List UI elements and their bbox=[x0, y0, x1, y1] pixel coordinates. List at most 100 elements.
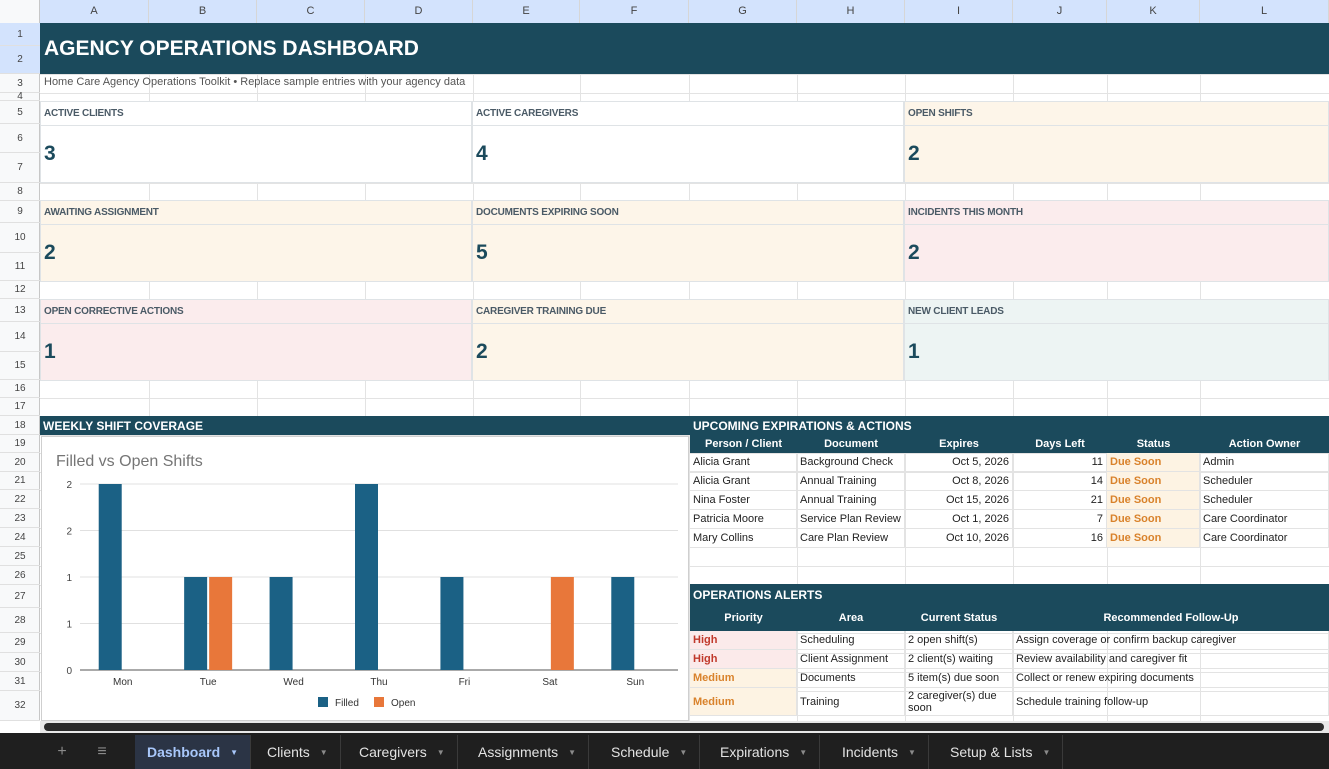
row-header-27[interactable]: 27 bbox=[0, 585, 40, 608]
tab-setup-lists[interactable]: Setup & Lists ▼ bbox=[938, 735, 1064, 769]
row-header-21[interactable]: 21 bbox=[0, 472, 40, 490]
row-header-7[interactable]: 7 bbox=[0, 153, 40, 183]
table-cell[interactable]: Schedule training follow-up bbox=[1013, 688, 1329, 715]
column-header-l[interactable]: L bbox=[1200, 0, 1329, 23]
row-header-6[interactable]: 6 bbox=[0, 124, 40, 153]
column-header[interactable]: Expires bbox=[939, 437, 979, 450]
table-cell[interactable]: 11 bbox=[1013, 453, 1107, 471]
table-cell[interactable]: Annual Training bbox=[797, 491, 905, 509]
row-header-19[interactable]: 19 bbox=[0, 435, 40, 453]
table-cell[interactable]: 14 bbox=[1013, 472, 1107, 490]
tab-dashboard[interactable]: Dashboard ▼ bbox=[135, 735, 252, 769]
table-cell[interactable]: Scheduler bbox=[1200, 472, 1329, 490]
select-all-corner[interactable] bbox=[0, 0, 40, 23]
row-header-14[interactable]: 14 bbox=[0, 322, 40, 352]
row-header-22[interactable]: 22 bbox=[0, 490, 40, 509]
row-header-23[interactable]: 23 bbox=[0, 509, 40, 528]
row-header-1[interactable]: 1 bbox=[0, 23, 40, 46]
row-header-9[interactable]: 9 bbox=[0, 201, 40, 223]
table-cell[interactable]: 2 client(s) waiting bbox=[905, 650, 1013, 668]
column-header[interactable]: Status bbox=[1136, 437, 1171, 450]
column-header-i[interactable]: I bbox=[905, 0, 1013, 23]
table-cell[interactable]: Background Check bbox=[797, 453, 905, 471]
row-header-17[interactable]: 17 bbox=[0, 398, 40, 416]
column-header-d[interactable]: D bbox=[365, 0, 473, 23]
chevron-down-icon[interactable]: ▼ bbox=[230, 747, 239, 757]
table-cell[interactable]: Due Soon bbox=[1107, 510, 1200, 528]
table-cell[interactable]: Oct 10, 2026 bbox=[905, 529, 1013, 547]
table-cell[interactable]: High bbox=[690, 650, 797, 668]
table-cell[interactable]: Scheduler bbox=[1200, 491, 1329, 509]
table-cell[interactable]: 2 caregiver(s) due soon bbox=[905, 688, 1013, 715]
row-header-3[interactable]: 3 bbox=[0, 74, 40, 93]
table-cell[interactable]: Medium bbox=[690, 688, 797, 715]
row-header-26[interactable]: 26 bbox=[0, 566, 40, 585]
table-cell[interactable]: Assign coverage or confirm backup caregi… bbox=[1013, 631, 1329, 649]
table-cell[interactable]: Oct 8, 2026 bbox=[905, 472, 1013, 490]
table-cell[interactable]: Mary Collins bbox=[690, 529, 797, 547]
table-cell[interactable]: Nina Foster bbox=[690, 491, 797, 509]
column-header[interactable]: Document bbox=[824, 437, 878, 450]
table-cell[interactable]: Due Soon bbox=[1107, 529, 1200, 547]
column-header[interactable]: Priority bbox=[724, 612, 763, 624]
plus-icon[interactable]: + bbox=[57, 743, 67, 760]
table-cell[interactable]: Admin bbox=[1200, 453, 1329, 471]
horizontal-scrollbar[interactable] bbox=[40, 721, 1329, 733]
table-cell[interactable]: Service Plan Review bbox=[797, 510, 905, 528]
row-header-31[interactable]: 31 bbox=[0, 672, 40, 691]
table-cell[interactable]: Collect or renew expiring documents bbox=[1013, 669, 1329, 687]
row-header-5[interactable]: 5 bbox=[0, 101, 40, 124]
chevron-down-icon[interactable]: ▼ bbox=[319, 747, 328, 757]
column-header-h[interactable]: H bbox=[797, 0, 905, 23]
table-cell[interactable]: Patricia Moore bbox=[690, 510, 797, 528]
chevron-down-icon[interactable]: ▼ bbox=[679, 747, 688, 757]
row-header-4[interactable]: 4 bbox=[0, 91, 40, 102]
table-cell[interactable]: Care Plan Review bbox=[797, 529, 905, 547]
column-header-a[interactable]: A bbox=[40, 0, 149, 23]
chevron-down-icon[interactable]: ▼ bbox=[799, 747, 808, 757]
chevron-down-icon[interactable]: ▼ bbox=[436, 747, 445, 757]
row-header-28[interactable]: 28 bbox=[0, 608, 40, 633]
tab-expirations[interactable]: Expirations ▼ bbox=[708, 735, 821, 769]
column-header-c[interactable]: C bbox=[257, 0, 365, 23]
table-cell[interactable]: Client Assignment bbox=[797, 650, 905, 668]
row-header-25[interactable]: 25 bbox=[0, 547, 40, 566]
table-cell[interactable]: Annual Training bbox=[797, 472, 905, 490]
table-cell[interactable]: Review availability and caregiver fit bbox=[1013, 650, 1329, 668]
table-cell[interactable]: Due Soon bbox=[1107, 491, 1200, 509]
chevron-down-icon[interactable]: ▼ bbox=[1042, 747, 1051, 757]
table-cell[interactable]: Scheduling bbox=[797, 631, 905, 649]
row-header-8[interactable]: 8 bbox=[0, 183, 40, 201]
column-header-f[interactable]: F bbox=[580, 0, 689, 23]
row-header-11[interactable]: 11 bbox=[0, 253, 40, 281]
chevron-down-icon[interactable]: ▼ bbox=[908, 747, 916, 757]
column-header-b[interactable]: B bbox=[149, 0, 257, 23]
table-cell[interactable]: Documents bbox=[797, 669, 905, 687]
row-header-12[interactable]: 12 bbox=[0, 281, 40, 299]
table-cell[interactable]: Medium bbox=[690, 669, 797, 687]
table-cell[interactable]: Due Soon bbox=[1107, 453, 1200, 471]
column-header[interactable]: Action Owner bbox=[1228, 437, 1301, 450]
chevron-down-icon[interactable]: ▼ bbox=[568, 747, 577, 757]
row-header-24[interactable]: 24 bbox=[0, 528, 40, 547]
scrollbar-thumb[interactable] bbox=[44, 723, 1324, 731]
table-cell[interactable]: Alicia Grant bbox=[690, 472, 797, 490]
column-header-j[interactable]: J bbox=[1013, 0, 1107, 23]
column-header[interactable]: Days Left bbox=[1035, 437, 1085, 450]
row-header-15[interactable]: 15 bbox=[0, 352, 40, 380]
tab-schedule[interactable]: Schedule ▼ bbox=[599, 735, 701, 769]
column-header[interactable]: Recommended Follow-Up bbox=[1103, 612, 1239, 624]
row-header-13[interactable]: 13 bbox=[0, 299, 40, 322]
table-cell[interactable]: Alicia Grant bbox=[690, 453, 797, 471]
table-cell[interactable]: 2 open shift(s) bbox=[905, 631, 1013, 649]
column-header[interactable]: Current Status bbox=[920, 612, 998, 624]
shift-coverage-chart[interactable]: Filled vs Open Shifts 2 2 1 1 0 Mon Tue Wed Thu Fr… bbox=[41, 436, 689, 721]
column-header[interactable]: Person / Client bbox=[704, 437, 783, 450]
table-cell[interactable]: Care Coordinator bbox=[1200, 510, 1329, 528]
row-header-30[interactable]: 30 bbox=[0, 653, 40, 672]
row-header-32[interactable]: 32 bbox=[0, 691, 40, 721]
row-header-10[interactable]: 10 bbox=[0, 223, 40, 253]
table-cell[interactable]: Oct 1, 2026 bbox=[905, 510, 1013, 528]
row-header-2[interactable]: 2 bbox=[0, 46, 40, 74]
table-cell[interactable]: Oct 5, 2026 bbox=[905, 453, 1013, 471]
